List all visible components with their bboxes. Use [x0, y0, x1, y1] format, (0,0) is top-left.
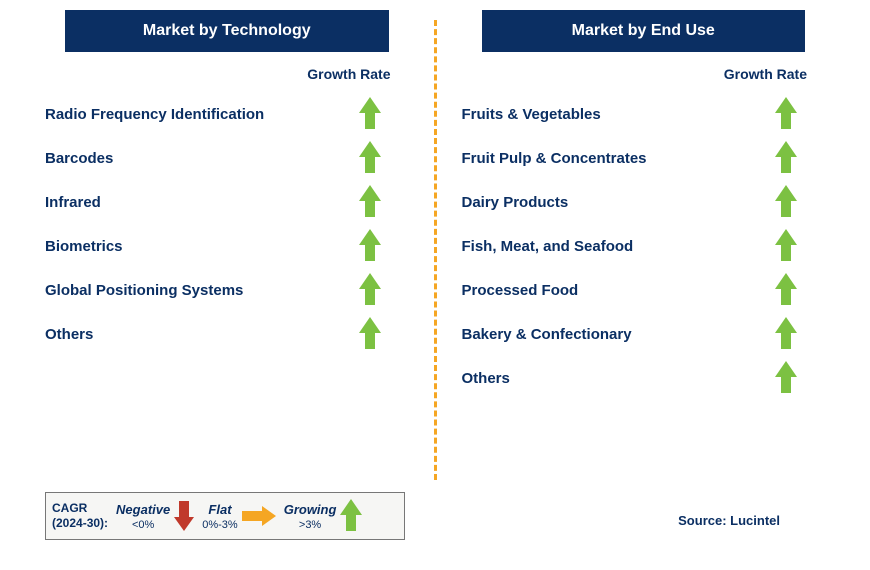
list-item: Fish, Meat, and Seafood — [462, 224, 826, 268]
item-label: Fish, Meat, and Seafood — [462, 238, 634, 255]
list-item: Barcodes — [45, 136, 409, 180]
arrow-up-icon — [340, 499, 362, 533]
cagr-legend: CAGR(2024-30): Negative <0% Flat 0%-3% G… — [45, 492, 405, 540]
list-item: Fruit Pulp & Concentrates — [462, 136, 826, 180]
list-item: Radio Frequency Identification — [45, 92, 409, 136]
list-item: Global Positioning Systems — [45, 268, 409, 312]
right-panel-items: Fruits & Vegetables Fruit Pulp & Concent… — [462, 92, 826, 400]
legend-entry: Flat 0%-3% — [202, 502, 275, 531]
arrow-up-icon — [775, 185, 797, 219]
arrow-up-icon — [775, 229, 797, 263]
source-attribution: Source: Lucintel — [678, 513, 780, 528]
arrow-up-icon — [359, 273, 381, 307]
arrow-up-icon — [359, 317, 381, 351]
item-label: Infrared — [45, 194, 101, 211]
infographic-container: Market by Technology Growth Rate Radio F… — [0, 0, 870, 570]
item-label: Processed Food — [462, 282, 579, 299]
list-item: Processed Food — [462, 268, 826, 312]
arrow-up-icon — [775, 317, 797, 351]
legend-entry-range: >3% — [299, 519, 321, 531]
item-label: Dairy Products — [462, 194, 569, 211]
right-panel: Market by End Use Growth Rate Fruits & V… — [437, 10, 851, 540]
left-panel: Market by Technology Growth Rate Radio F… — [20, 10, 434, 540]
item-label: Others — [45, 326, 93, 343]
legend-entry-range: 0%-3% — [202, 519, 237, 531]
growth-rate-label-left: Growth Rate — [45, 66, 409, 82]
arrow-up-icon — [775, 97, 797, 131]
item-label: Biometrics — [45, 238, 123, 255]
list-item: Dairy Products — [462, 180, 826, 224]
item-label: Bakery & Confectionary — [462, 326, 632, 343]
legend-entry-name: Negative — [116, 502, 170, 517]
item-label: Global Positioning Systems — [45, 282, 243, 299]
arrow-down-icon — [174, 501, 194, 531]
right-panel-title: Market by End Use — [482, 10, 806, 52]
item-label: Radio Frequency Identification — [45, 106, 264, 123]
arrow-up-icon — [359, 141, 381, 175]
arrow-up-icon — [775, 273, 797, 307]
growth-rate-label-right: Growth Rate — [462, 66, 826, 82]
arrow-up-icon — [359, 229, 381, 263]
item-label: Others — [462, 370, 510, 387]
legend-entry-range: <0% — [132, 519, 154, 531]
arrow-right-icon — [242, 506, 276, 526]
legend-entry-name: Growing — [284, 502, 337, 517]
item-label: Fruit Pulp & Concentrates — [462, 150, 647, 167]
legend-entry: Growing >3% — [284, 499, 363, 533]
left-panel-title: Market by Technology — [65, 10, 389, 52]
list-item: Others — [462, 356, 826, 400]
item-label: Fruits & Vegetables — [462, 106, 601, 123]
list-item: Fruits & Vegetables — [462, 92, 826, 136]
list-item: Others — [45, 312, 409, 356]
arrow-up-icon — [775, 141, 797, 175]
arrow-up-icon — [359, 97, 381, 131]
arrow-up-icon — [359, 185, 381, 219]
left-panel-items: Radio Frequency Identification Barcodes … — [45, 92, 409, 356]
legend-entry-name: Flat — [208, 502, 231, 517]
legend-cagr-label: CAGR(2024-30): — [52, 501, 108, 531]
item-label: Barcodes — [45, 150, 113, 167]
list-item: Bakery & Confectionary — [462, 312, 826, 356]
legend-entry: Negative <0% — [116, 501, 194, 531]
list-item: Infrared — [45, 180, 409, 224]
list-item: Biometrics — [45, 224, 409, 268]
arrow-up-icon — [775, 361, 797, 395]
